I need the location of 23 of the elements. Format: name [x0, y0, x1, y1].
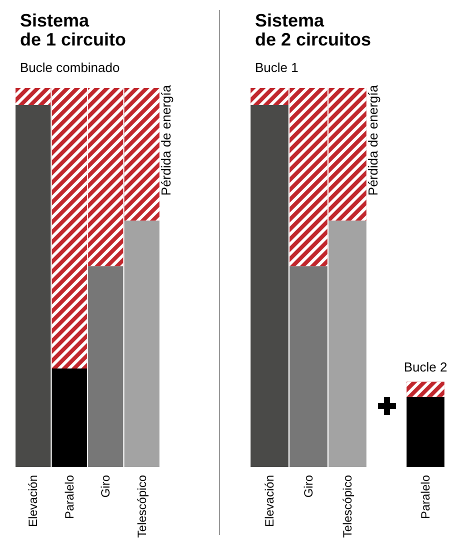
- bar: [16, 105, 51, 467]
- x-tick-label: Telescópico: [340, 474, 354, 538]
- chart-subtitle: Bucle combinado: [20, 60, 120, 75]
- chart-title: Sistema de 2 circuitos: [255, 10, 372, 50]
- bar: [124, 220, 160, 467]
- annotation: Bucle 2: [404, 360, 448, 375]
- x-tick-label: Telescópico: [134, 474, 149, 538]
- bar: [328, 220, 366, 467]
- bar: [406, 396, 444, 467]
- chart-subtitle: Bucle 1: [255, 60, 298, 75]
- x-tick-label: Giro: [98, 474, 113, 498]
- chart-title: Sistema de 1 circuito: [20, 10, 126, 50]
- x-tick-label: Elevación: [26, 475, 40, 528]
- x-tick-label: Elevación: [262, 475, 276, 528]
- text: Pérdida de energía: [158, 84, 174, 196]
- x-tick-label: Giro: [302, 474, 316, 498]
- bar: [290, 266, 328, 467]
- x-tick-label: Paralelo: [62, 474, 76, 520]
- bar: [52, 368, 87, 467]
- bar: [250, 105, 288, 467]
- bar: [88, 266, 124, 467]
- x-tick-label: Paralelo: [418, 474, 432, 520]
- text: Pérdida de energía: [365, 84, 380, 196]
